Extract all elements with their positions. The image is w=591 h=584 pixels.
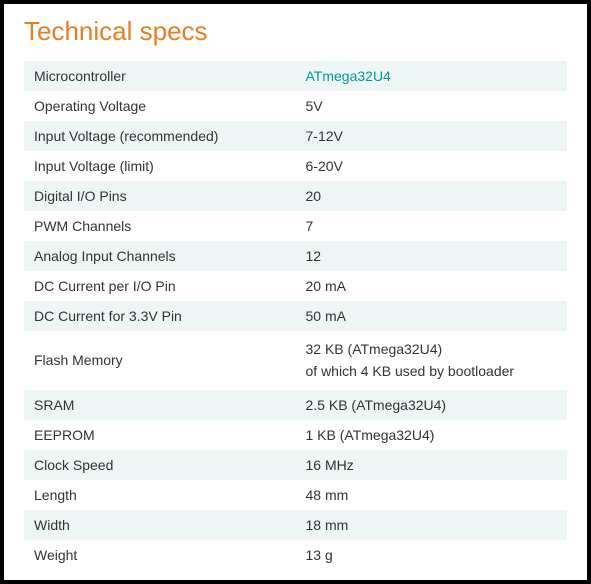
spec-value: 7-12V [296,121,568,151]
spec-label: Input Voltage (limit) [24,151,296,181]
spec-label: Input Voltage (recommended) [24,121,296,151]
spec-table: MicrocontrollerATmega32U4Operating Volta… [24,61,567,570]
table-row: EEPROM1 KB (ATmega32U4) [24,420,567,450]
spec-value[interactable]: ATmega32U4 [296,61,568,91]
table-row: Width18 mm [24,510,567,540]
spec-label: Analog Input Channels [24,241,296,271]
table-row: Input Voltage (limit)6-20V [24,151,567,181]
spec-value: 7 [296,211,568,241]
spec-label: Width [24,510,296,540]
spec-value: 20 [296,181,568,211]
spec-value: 13 g [296,540,568,570]
spec-label: EEPROM [24,420,296,450]
spec-value: 48 mm [296,480,568,510]
table-row: Length48 mm [24,480,567,510]
table-row: SRAM2.5 KB (ATmega32U4) [24,390,567,420]
spec-value: 12 [296,241,568,271]
table-row: Weight13 g [24,540,567,570]
spec-label: PWM Channels [24,211,296,241]
spec-label: DC Current for 3.3V Pin [24,301,296,331]
spec-label: Flash Memory [24,331,296,390]
page-title: Technical specs [24,16,567,47]
spec-value: 50 mA [296,301,568,331]
spec-value: 18 mm [296,510,568,540]
spec-label: Digital I/O Pins [24,181,296,211]
spec-label: SRAM [24,390,296,420]
spec-value: 32 KB (ATmega32U4) of which 4 KB used by… [296,331,568,390]
table-row: Clock Speed16 MHz [24,450,567,480]
spec-value: 5V [296,91,568,121]
spec-label: Operating Voltage [24,91,296,121]
table-row: Analog Input Channels12 [24,241,567,271]
table-row: DC Current per I/O Pin20 mA [24,271,567,301]
spec-label: Weight [24,540,296,570]
table-row: DC Current for 3.3V Pin50 mA [24,301,567,331]
table-row: Operating Voltage5V [24,91,567,121]
table-row: MicrocontrollerATmega32U4 [24,61,567,91]
spec-value: 20 mA [296,271,568,301]
spec-label: Clock Speed [24,450,296,480]
table-row: Digital I/O Pins20 [24,181,567,211]
table-row: Input Voltage (recommended)7-12V [24,121,567,151]
spec-value: 2.5 KB (ATmega32U4) [296,390,568,420]
spec-label: Length [24,480,296,510]
spec-value: 6-20V [296,151,568,181]
spec-label: Microcontroller [24,61,296,91]
spec-value: 1 KB (ATmega32U4) [296,420,568,450]
table-row: Flash Memory32 KB (ATmega32U4) of which … [24,331,567,390]
spec-value: 16 MHz [296,450,568,480]
table-row: PWM Channels7 [24,211,567,241]
spec-label: DC Current per I/O Pin [24,271,296,301]
spec-frame: Technical specs MicrocontrollerATmega32U… [0,0,591,584]
